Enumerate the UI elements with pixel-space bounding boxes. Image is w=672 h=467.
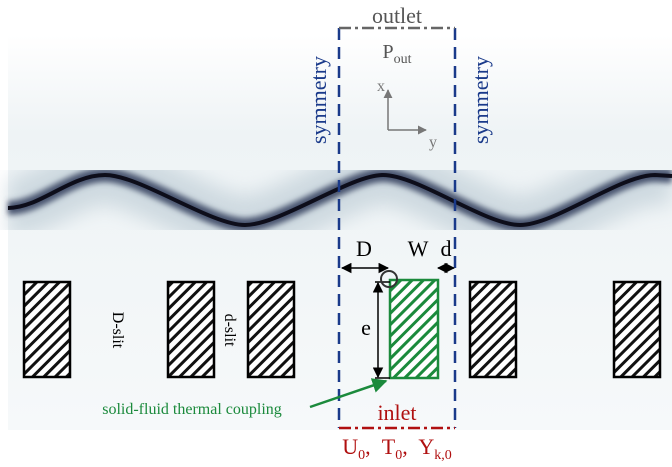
symmetry-label: symmetry [306, 56, 331, 144]
dimension-label: D [356, 236, 372, 261]
coupling-label: solid-fluid thermal coupling [102, 401, 282, 418]
solid-wall [388, 278, 440, 380]
slit-label: D-slit [109, 312, 126, 349]
outlet-label: outlet [372, 3, 422, 28]
axis-y-label: y [429, 134, 437, 151]
symmetry-label: symmetry [468, 56, 493, 144]
axis-x-label: x [377, 78, 385, 95]
axes-arrows [383, 89, 427, 135]
inlet-label: inlet [377, 400, 416, 425]
slit-walls [22, 280, 662, 379]
dimension-label: e [361, 315, 371, 340]
symmetry-lines [337, 28, 457, 428]
dimension-label: W [408, 236, 429, 261]
outlet-pressure: Pout [382, 41, 411, 67]
corner-marker [380, 270, 398, 288]
inlet-conditions: U0, T0, Yk,0 [342, 434, 452, 463]
dimension-label: d [441, 236, 452, 261]
dimension-arrows [340, 262, 456, 379]
flame [5, 144, 672, 256]
slit-label: d-slit [221, 314, 238, 347]
coupling-arrow [309, 378, 388, 409]
